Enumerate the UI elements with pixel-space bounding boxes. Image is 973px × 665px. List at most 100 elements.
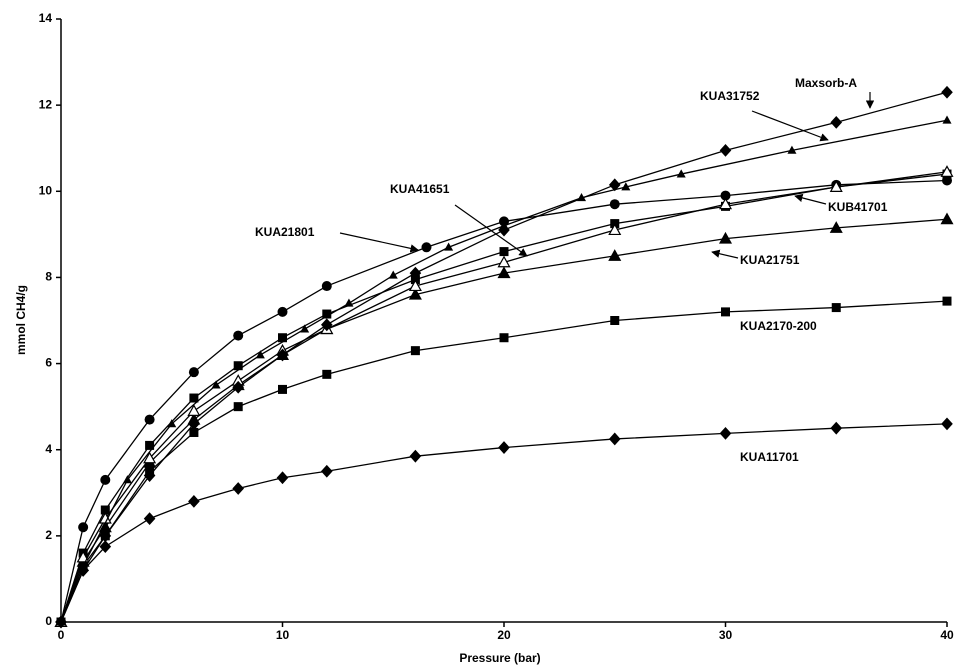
marker (829, 221, 843, 233)
x-tick-label: 40 (940, 628, 954, 642)
marker (941, 85, 953, 99)
marker (676, 169, 686, 178)
marker (718, 231, 733, 244)
series-line (60, 218, 948, 623)
marker (344, 298, 354, 307)
marker (276, 348, 289, 362)
marker (608, 432, 621, 446)
y-tick-label: 0 (45, 614, 52, 628)
marker (100, 505, 110, 515)
marker (577, 193, 587, 202)
marker (721, 307, 730, 317)
marker (322, 309, 332, 319)
marker (498, 441, 510, 454)
y-tick-label: 14 (39, 11, 53, 25)
annotation: KUA31752 (700, 89, 760, 103)
y-axis-label: mmol CH4/g (14, 285, 28, 355)
annotation: KUA41651 (390, 182, 450, 196)
annotation: KUA2170-200 (740, 319, 817, 333)
marker (499, 247, 509, 257)
marker (78, 561, 88, 570)
y-tick-label: 6 (45, 356, 52, 370)
marker (122, 475, 132, 484)
marker (320, 318, 333, 332)
marker (189, 427, 199, 437)
marker (719, 426, 732, 440)
marker (233, 330, 244, 341)
series-line (60, 300, 948, 623)
marker (211, 380, 221, 389)
marker (276, 471, 289, 485)
marker (830, 115, 843, 129)
series-line (60, 179, 948, 623)
annotation-arrow (339, 232, 419, 253)
y-tick-label: 10 (39, 183, 53, 197)
marker (408, 279, 422, 292)
marker (322, 369, 332, 379)
annotation: KUA21801 (255, 225, 315, 239)
marker (188, 417, 200, 431)
x-tick-label: 0 (58, 628, 65, 642)
marker (497, 255, 511, 268)
annotation: Maxsorb-A (795, 76, 857, 90)
marker (388, 270, 398, 279)
x-tick-label: 10 (276, 628, 290, 642)
marker (143, 512, 156, 526)
marker (940, 212, 954, 225)
marker (278, 384, 287, 394)
marker (320, 464, 333, 478)
marker (188, 367, 199, 378)
x-tick-label: 30 (719, 628, 733, 642)
annotation-arrow (711, 249, 739, 259)
marker (410, 346, 420, 356)
marker (232, 482, 245, 495)
marker (99, 540, 112, 554)
marker (608, 223, 622, 236)
marker (499, 221, 509, 230)
marker (100, 474, 111, 485)
x-tick-label: 20 (497, 628, 511, 642)
y-tick-label: 12 (39, 97, 53, 111)
marker (829, 180, 843, 192)
marker (608, 249, 622, 261)
marker (409, 266, 422, 280)
marker (787, 145, 797, 154)
annotation: KUB41701 (828, 200, 888, 214)
annotation-arrow (751, 110, 829, 142)
marker (145, 440, 155, 450)
marker (940, 165, 954, 177)
series-line (60, 91, 948, 623)
marker (300, 324, 310, 333)
marker (831, 303, 841, 313)
annotation-arrow (794, 193, 827, 205)
marker (497, 266, 511, 279)
y-tick-label: 4 (45, 442, 52, 456)
marker (421, 242, 432, 253)
marker (255, 350, 265, 359)
marker (609, 199, 620, 210)
marker (167, 419, 177, 428)
annotation-arrow (454, 204, 528, 257)
marker (942, 115, 952, 124)
marker (278, 333, 287, 343)
marker (499, 333, 509, 343)
marker (321, 281, 332, 292)
y-tick-label: 8 (45, 270, 52, 284)
marker (144, 414, 155, 425)
marker (187, 404, 201, 416)
annotation: KUA11701 (740, 450, 799, 464)
y-tick-label: 2 (45, 528, 52, 542)
marker (143, 451, 157, 464)
marker (78, 522, 89, 533)
x-axis-label: Pressure (bar) (459, 651, 540, 665)
annotation: KUA21751 (740, 253, 800, 267)
marker (621, 182, 631, 191)
series-line (60, 423, 948, 623)
marker (718, 197, 733, 210)
marker (189, 393, 199, 403)
marker (444, 242, 454, 251)
marker (942, 296, 952, 306)
marker (409, 449, 422, 463)
marker (830, 421, 843, 435)
marker (233, 361, 243, 371)
